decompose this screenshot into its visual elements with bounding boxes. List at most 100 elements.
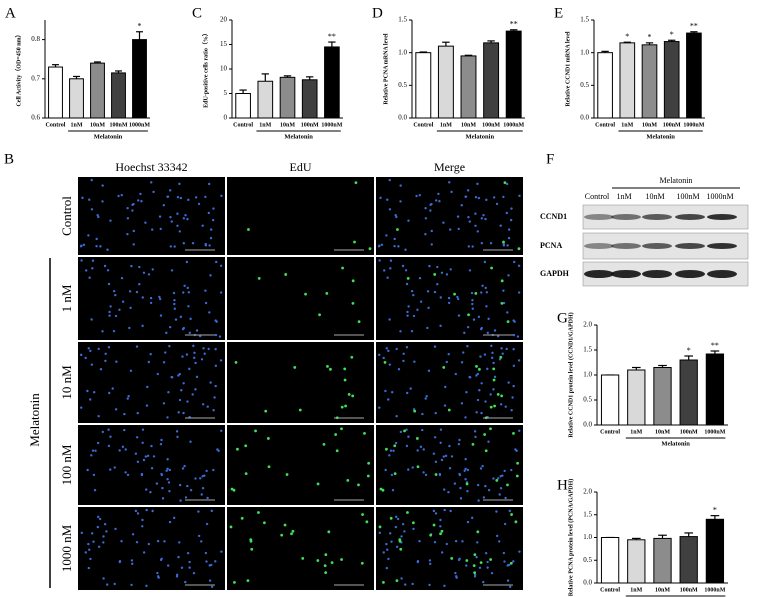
nucleus	[102, 541, 105, 544]
nucleus	[204, 301, 208, 305]
y-tick-label: 2.0	[583, 321, 592, 329]
edu-cell	[351, 394, 355, 398]
nucleus	[203, 352, 206, 355]
nucleus	[439, 428, 443, 431]
nucleus	[458, 557, 461, 561]
nucleus	[445, 273, 449, 276]
nucleus	[508, 563, 511, 567]
nucleus	[412, 293, 415, 297]
nucleus	[383, 269, 386, 272]
nucleus	[113, 466, 116, 469]
nucleus	[138, 265, 141, 269]
y-tick-label: 1.0	[583, 533, 592, 541]
row-label: 100 nM	[59, 444, 74, 485]
edu-cell	[351, 301, 355, 305]
nucleus	[492, 361, 495, 365]
nucleus	[386, 548, 389, 551]
nucleus	[144, 455, 148, 458]
nucleus	[492, 388, 495, 391]
nucleus	[454, 539, 458, 543]
edu-cell	[447, 408, 451, 412]
nucleus	[389, 449, 393, 452]
nucleus	[406, 314, 409, 317]
nucleus	[454, 571, 457, 575]
nucleus	[219, 291, 223, 294]
nucleus	[130, 559, 134, 562]
group-label: Melatonin	[660, 176, 693, 185]
nucleus	[448, 467, 452, 470]
nucleus	[80, 244, 83, 247]
nucleus	[450, 455, 454, 458]
nucleus	[145, 584, 148, 588]
nucleus	[439, 296, 442, 299]
nucleus	[170, 220, 173, 223]
nucleus	[429, 209, 432, 212]
nucleus	[503, 522, 507, 526]
nucleus	[207, 347, 210, 351]
nucleus	[188, 560, 191, 564]
nucleus	[401, 264, 405, 268]
nucleus	[127, 395, 130, 398]
nucleus	[186, 400, 189, 403]
group-label: Melatonin	[661, 440, 690, 447]
nucleus	[167, 391, 170, 394]
edu-cell	[325, 292, 329, 295]
edu-cell	[399, 547, 403, 551]
nucleus	[220, 194, 223, 198]
x-tick-label: Control	[413, 122, 433, 128]
nucleus	[511, 396, 514, 399]
edu-cell	[330, 561, 334, 565]
nucleus	[177, 555, 180, 559]
nucleus	[492, 477, 495, 480]
nucleus	[215, 260, 218, 264]
microscopy-image	[227, 177, 374, 255]
nucleus	[187, 305, 190, 308]
blot-band	[611, 214, 641, 220]
image-bg	[376, 425, 523, 505]
nucleus	[517, 291, 521, 294]
nucleus	[460, 204, 463, 207]
nucleus	[485, 305, 488, 308]
nucleus	[114, 408, 118, 411]
blot-band	[707, 243, 737, 249]
nucleus	[385, 234, 388, 237]
nucleus	[141, 518, 144, 522]
nucleus	[158, 295, 161, 299]
y-tick-label: 1.5	[580, 16, 589, 24]
nucleus	[477, 196, 481, 200]
nucleus	[382, 356, 385, 360]
nucleus	[214, 560, 217, 563]
nucleus	[114, 314, 118, 318]
nucleus	[146, 454, 150, 458]
nucleus	[463, 331, 466, 335]
edu-cell	[340, 405, 344, 409]
nucleus	[80, 406, 83, 409]
nucleus	[201, 403, 205, 406]
lane-label: Control	[585, 192, 610, 201]
x-tick-label: Control	[600, 429, 620, 435]
nucleus	[421, 412, 424, 416]
edu-cell	[236, 447, 239, 451]
edu-cell	[233, 581, 236, 584]
nucleus	[128, 326, 131, 330]
nucleus	[151, 509, 154, 513]
nucleus	[182, 411, 185, 415]
nucleus	[91, 259, 95, 262]
nucleus	[468, 220, 471, 223]
x-tick-label: 10nM	[280, 122, 295, 128]
nucleus	[160, 472, 163, 476]
nucleus	[139, 192, 142, 196]
nucleus	[433, 540, 437, 544]
nucleus	[162, 204, 165, 207]
y-axis-label: Relative PCNA protein level (PCNA/GAPDH)	[567, 479, 574, 597]
microscopy-image	[227, 507, 374, 590]
nucleus	[166, 416, 169, 419]
nucleus	[166, 195, 170, 198]
nucleus	[436, 283, 439, 286]
nucleus	[217, 449, 220, 452]
nucleus	[475, 555, 478, 559]
nucleus	[188, 566, 191, 569]
nucleus	[502, 244, 506, 247]
edu-cell	[440, 529, 444, 533]
nucleus	[88, 276, 91, 279]
